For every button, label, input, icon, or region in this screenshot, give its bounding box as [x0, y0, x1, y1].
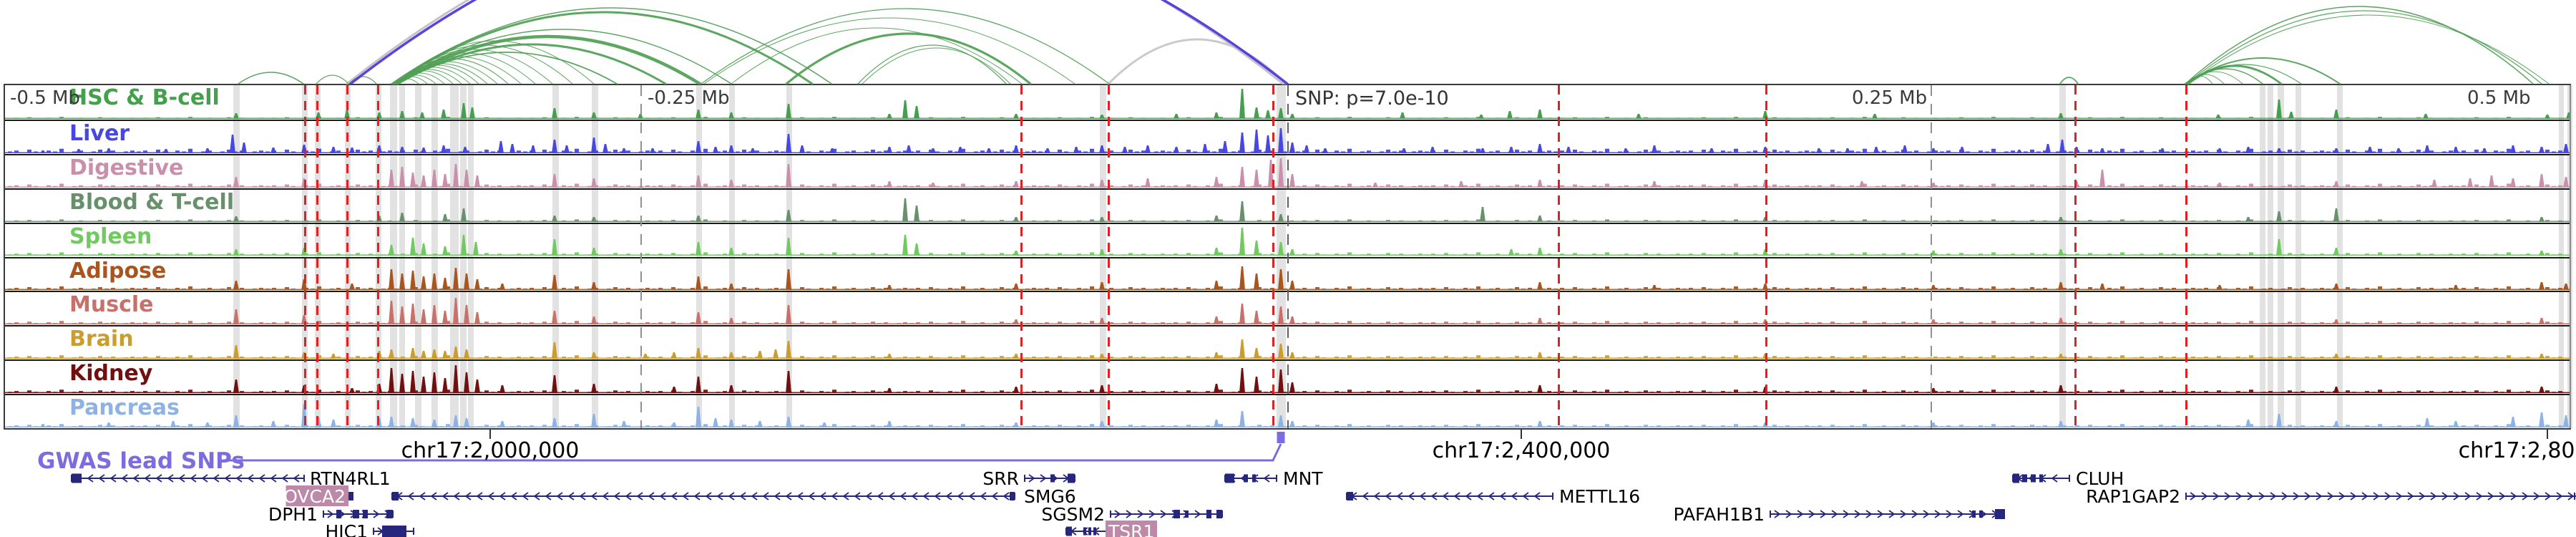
- eqtl-dashed-line: [346, 85, 348, 428]
- eqtl-dashed-line: [1108, 85, 1110, 428]
- eqtl-dashed-line: [304, 85, 306, 428]
- gene-label: OVCA2: [283, 486, 346, 507]
- gene-cluh: CLUH: [2012, 468, 2124, 489]
- quarter-mb-dashed-line: [1287, 85, 1289, 428]
- snp-pvalue-label: SNP: p=7.0e-10: [1295, 87, 1449, 110]
- gene-label: CLUH: [2076, 468, 2124, 489]
- track-label: Muscle: [69, 292, 154, 318]
- eqtl-dashed-line: [377, 85, 379, 428]
- gene-mnt: MNT: [1224, 468, 1323, 489]
- coordinate-label-2800000: chr17:2,800,000: [2458, 438, 2576, 463]
- gene-rap1gap2: RAP1GAP2: [2086, 486, 2576, 507]
- interaction-arc-green: [2185, 57, 2341, 84]
- quarter-mb-dashed-line: [1931, 85, 1932, 428]
- gene-smg6: SMG6: [391, 486, 1076, 507]
- highlighted-gene-box: [286, 485, 348, 506]
- axis-label-minus-0-5mb: -0.5 Mb: [10, 87, 80, 109]
- interaction-arc-green: [701, 8, 1110, 84]
- track-label: Blood & T-cell: [69, 189, 235, 215]
- axis-label-minus-0-25mb: -0.25 Mb: [648, 87, 730, 109]
- track-label: Adipose: [69, 258, 167, 284]
- gene-label: TSR1: [1108, 521, 1154, 537]
- gwas-lead-snps-label: GWAS lead SNPs: [37, 448, 245, 474]
- interaction-arc-green: [391, 11, 814, 84]
- gene-dph1: DPH1: [268, 504, 394, 525]
- eqtl-dashed-line: [1558, 85, 1560, 428]
- gene-tsr1: TSR1: [1065, 521, 1157, 537]
- gene-label: PAFAH1B1: [1673, 504, 1765, 525]
- interaction-arc-green: [2186, 10, 2542, 84]
- gene-srr: SRR: [982, 468, 1075, 489]
- interaction-arc-green: [703, 17, 1075, 84]
- axis-label-plus-0-5mb: 0.5 Mb: [2467, 87, 2531, 109]
- track-label: Brain: [69, 326, 134, 352]
- interaction-arc-green: [394, 34, 702, 84]
- eqtl-dashed-line: [1020, 85, 1023, 428]
- signal-plot: [5, 403, 2570, 427]
- track-label: HSC & B-cell: [69, 85, 220, 110]
- signal-plot: [5, 298, 2570, 325]
- interaction-arc-green: [391, 7, 832, 84]
- track-label: Pancreas: [69, 395, 180, 421]
- quarter-mb-dashed-line: [640, 85, 642, 428]
- signal-plot: [5, 228, 2570, 256]
- interaction-arc-green: [785, 32, 1032, 84]
- signal-plot: [5, 198, 2570, 222]
- gene-label: MNT: [1283, 468, 1323, 489]
- gwas-snp-marker: [1277, 432, 1285, 443]
- interaction-arcs-layer: [238, 0, 2550, 84]
- signal-plot: [5, 158, 2570, 188]
- eqtl-dashed-line: [2185, 85, 2187, 428]
- gene-label: HIC1: [325, 521, 368, 537]
- interaction-arc-green: [857, 44, 1007, 84]
- gene-sgsm2: SGSM2: [1041, 504, 1223, 525]
- gene-mettl16: METTL16: [1346, 486, 1640, 507]
- eqtl-dashed-line: [1765, 85, 1767, 428]
- interaction-arc-green: [2185, 6, 2534, 84]
- track-label: Kidney: [69, 361, 153, 387]
- strand-arrows-right: [2190, 492, 2575, 500]
- signal-plot: [5, 266, 2570, 291]
- gene-label: SMG6: [1024, 486, 1076, 507]
- signal-plot: [5, 339, 2570, 359]
- gene-label: DPH1: [268, 504, 318, 525]
- interaction-arc-green: [316, 74, 349, 84]
- axis-label-plus-0-25mb: 0.25 Mb: [1852, 87, 1928, 109]
- interaction-arc-gray: [346, 0, 1284, 84]
- gene-ovca2: OVCA2: [283, 485, 353, 507]
- strand-arrows-right: [1028, 474, 1070, 483]
- track-label: Liver: [69, 120, 130, 146]
- eqtl-dashed-line: [1272, 85, 1274, 428]
- eqtl-dashed-line: [2074, 85, 2077, 428]
- highlight-band: [2567, 85, 2572, 428]
- gene-label: SGSM2: [1041, 504, 1105, 525]
- signal-plot: [5, 127, 2570, 153]
- tracks-frame: HSC & B-cell Liver Digestive Blood & T-cell…: [4, 84, 2572, 430]
- interaction-arc-green: [2059, 77, 2079, 84]
- coordinate-label-2000000: chr17:2,000,000: [401, 438, 580, 463]
- interaction-arc-green: [731, 27, 1023, 84]
- eqtl-dashed-line: [316, 85, 318, 428]
- interaction-arc-green: [862, 47, 1011, 84]
- gene-label: SRR: [982, 468, 1019, 489]
- gene-pafah1b1: PAFAH1B1: [1673, 504, 2005, 525]
- coordinate-label-2400000: chr17:2,400,000: [1432, 438, 1611, 463]
- track-label: Digestive: [69, 155, 184, 180]
- gwas-snp-connector: [223, 443, 1282, 462]
- signal-plot: [5, 365, 2570, 394]
- interaction-arc-green: [238, 72, 304, 84]
- interaction-arc-green: [2186, 64, 2302, 84]
- highlighted-gene-box: [1106, 521, 1157, 537]
- gene-hic1: HIC1: [325, 521, 414, 537]
- gene-label: METTL16: [1559, 486, 1640, 507]
- interaction-arc-green: [2187, 14, 2550, 84]
- interaction-arc-green: [394, 29, 732, 84]
- gene-label: RAP1GAP2: [2086, 486, 2180, 507]
- track-label: Spleen: [69, 223, 152, 249]
- interaction-arc-green: [396, 43, 667, 84]
